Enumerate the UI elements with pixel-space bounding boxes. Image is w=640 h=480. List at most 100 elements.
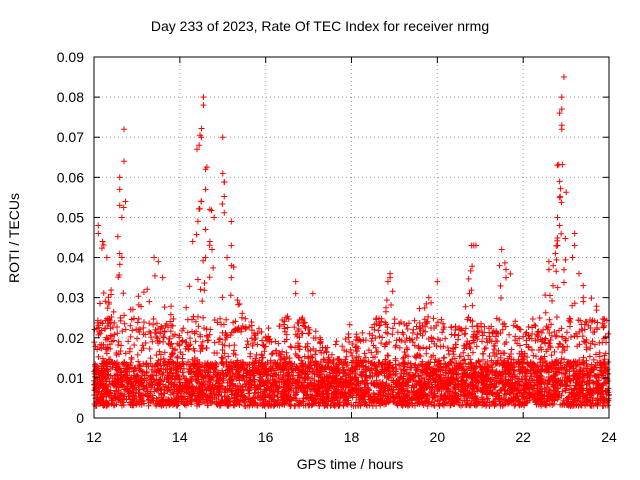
data-point (559, 334, 566, 341)
data-point (549, 297, 556, 304)
data-point (246, 402, 253, 409)
data-point (571, 385, 578, 392)
data-point (588, 295, 595, 302)
data-point (203, 345, 210, 352)
data-point (239, 310, 246, 317)
data-point (131, 341, 138, 348)
data-point (511, 402, 518, 409)
data-point (214, 319, 221, 326)
data-point (119, 328, 126, 335)
data-point (122, 326, 129, 333)
data-point (397, 374, 404, 381)
data-point (306, 383, 313, 390)
data-point (546, 316, 553, 323)
data-point (252, 355, 259, 362)
data-point (196, 205, 203, 212)
data-point (312, 328, 319, 335)
data-point (246, 323, 253, 330)
data-point (192, 338, 199, 345)
data-point (187, 335, 194, 342)
data-point (245, 390, 252, 397)
data-point (126, 348, 133, 355)
data-point (502, 391, 509, 398)
data-point (353, 333, 360, 340)
data-point (506, 331, 513, 338)
data-point (214, 350, 221, 357)
data-point (161, 304, 168, 311)
data-point (384, 352, 391, 359)
data-point (542, 309, 549, 316)
data-point (465, 352, 472, 359)
data-point (402, 338, 409, 345)
data-point (462, 330, 469, 337)
data-point (546, 340, 553, 347)
data-point (457, 353, 464, 360)
data-point (145, 402, 152, 409)
data-point (114, 233, 121, 240)
data-point (360, 363, 367, 370)
data-point (284, 324, 291, 331)
data-point (211, 339, 218, 346)
data-point (423, 371, 430, 378)
data-point (378, 393, 385, 400)
data-point (532, 322, 539, 329)
data-point (507, 350, 514, 357)
data-point (183, 304, 190, 311)
data-point (376, 333, 383, 340)
data-point (147, 360, 154, 367)
data-point (452, 323, 459, 330)
data-point (281, 318, 288, 325)
data-point (115, 341, 122, 348)
data-point (265, 325, 272, 332)
data-point (462, 325, 469, 332)
data-point (579, 333, 586, 340)
data-point (553, 268, 560, 275)
data-point (508, 346, 515, 353)
data-point (216, 336, 223, 343)
data-point (389, 331, 396, 338)
data-point (368, 338, 375, 345)
data-point (316, 402, 323, 409)
data-point (512, 318, 519, 325)
data-point (525, 324, 532, 331)
data-point (485, 395, 492, 402)
data-point (473, 384, 480, 391)
data-point (354, 348, 361, 355)
data-point (309, 375, 316, 382)
data-point (433, 322, 440, 329)
data-point (464, 401, 471, 408)
data-point (540, 326, 547, 333)
data-point (546, 292, 553, 299)
data-point (201, 287, 208, 294)
data-point (301, 353, 308, 360)
data-point (199, 298, 206, 305)
data-point (440, 355, 447, 362)
data-point (174, 354, 181, 361)
data-point (430, 315, 437, 322)
data-point (215, 339, 222, 346)
data-point (160, 333, 167, 340)
data-point (212, 359, 219, 366)
data-point (383, 304, 390, 311)
data-point (328, 351, 335, 358)
data-point (141, 319, 148, 326)
data-point (142, 339, 149, 346)
data-point (312, 351, 319, 358)
data-point (310, 335, 317, 342)
data-point (434, 361, 441, 368)
data-point (200, 314, 207, 321)
data-point (146, 298, 153, 305)
data-point (146, 328, 153, 335)
data-point (217, 315, 224, 322)
data-point (156, 338, 163, 345)
data-point (411, 342, 418, 349)
data-point (160, 334, 167, 341)
data-point (150, 397, 157, 404)
data-point (206, 274, 213, 281)
data-point (286, 355, 293, 362)
data-point (253, 351, 260, 358)
data-point (536, 314, 543, 321)
data-point (102, 298, 109, 305)
data-point (252, 390, 259, 397)
